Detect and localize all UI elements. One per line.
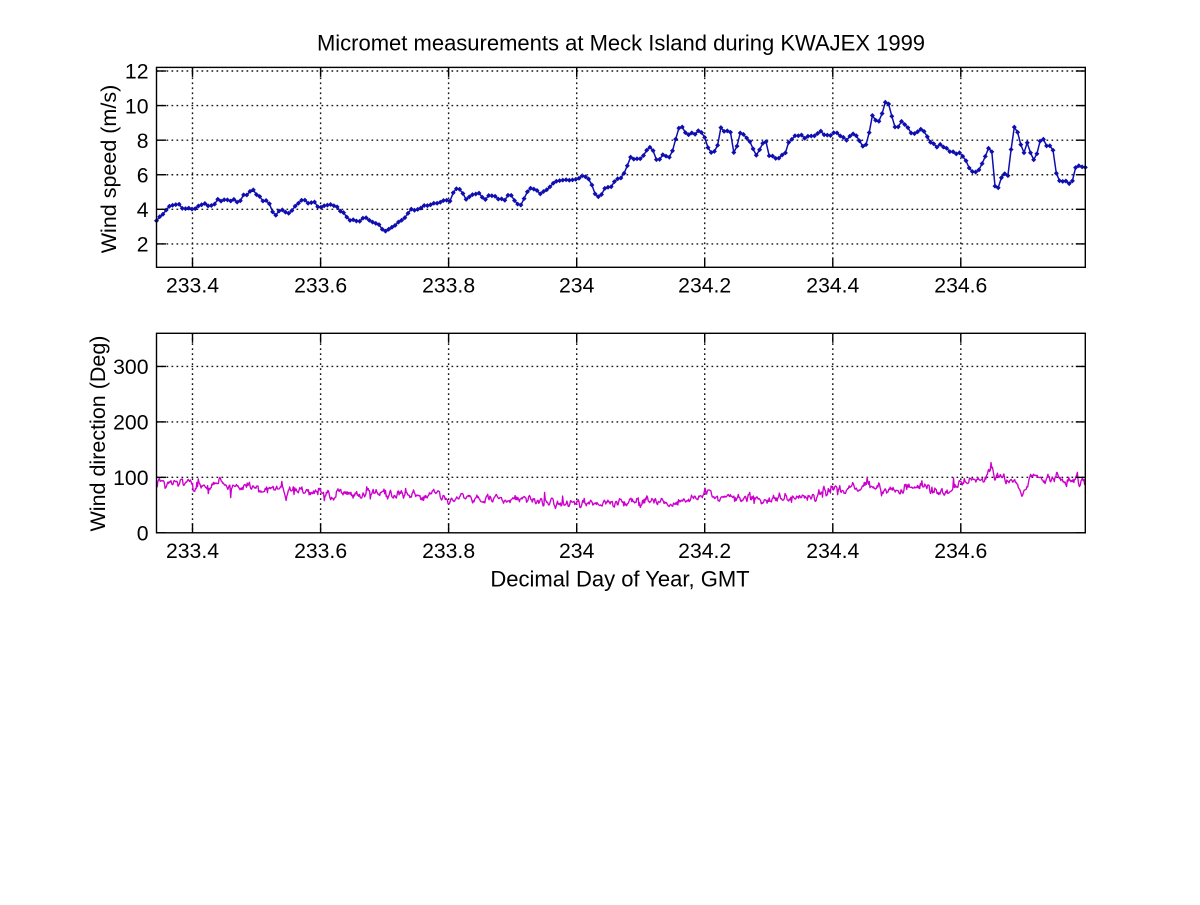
- svg-text:Micromet measurements at Meck: Micromet measurements at Meck Island dur…: [317, 31, 925, 56]
- svg-text:Wind speed (m/s): Wind speed (m/s): [97, 85, 121, 253]
- svg-text:100: 100: [113, 467, 148, 490]
- svg-text:233.6: 233.6: [294, 274, 347, 297]
- svg-text:234.4: 234.4: [806, 274, 859, 297]
- svg-text:233.8: 233.8: [422, 274, 475, 297]
- svg-text:234.2: 234.2: [678, 274, 731, 297]
- svg-text:12: 12: [125, 61, 149, 84]
- svg-text:2: 2: [137, 234, 149, 257]
- svg-text:233.4: 233.4: [166, 274, 219, 297]
- svg-text:234: 234: [559, 540, 595, 563]
- svg-text:234: 234: [559, 274, 595, 297]
- svg-text:234.4: 234.4: [806, 540, 859, 563]
- svg-text:Wind direction (Deg): Wind direction (Deg): [86, 336, 110, 532]
- svg-text:8: 8: [137, 130, 149, 153]
- svg-text:300: 300: [113, 356, 148, 379]
- svg-text:233.8: 233.8: [422, 540, 475, 563]
- svg-text:234.6: 234.6: [934, 540, 987, 563]
- svg-text:234.2: 234.2: [678, 540, 731, 563]
- svg-text:233.6: 233.6: [294, 540, 347, 563]
- svg-text:4: 4: [137, 199, 149, 222]
- svg-text:10: 10: [125, 95, 149, 118]
- svg-text:233.4: 233.4: [166, 540, 219, 563]
- svg-text:6: 6: [137, 164, 149, 187]
- svg-text:Decimal Day of Year, GMT: Decimal Day of Year, GMT: [490, 567, 749, 592]
- svg-text:200: 200: [113, 412, 148, 435]
- svg-text:0: 0: [137, 523, 149, 546]
- svg-text:234.6: 234.6: [934, 274, 987, 297]
